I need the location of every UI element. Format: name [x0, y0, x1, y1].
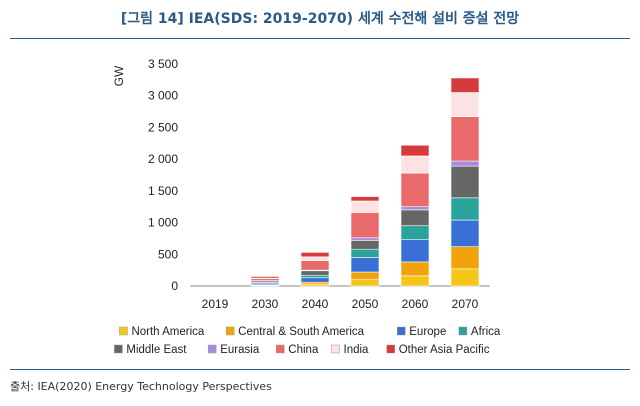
bar-segment-europe [300, 277, 330, 283]
bar-segment-india [300, 256, 330, 261]
bar-segment-india [400, 155, 430, 174]
legend-label-africa: Africa [471, 326, 501, 338]
legend-swatch-middle-east [114, 344, 123, 354]
bar-segment-central-south-america [350, 271, 380, 280]
x-tick-label: 2050 [352, 297, 379, 311]
y-tick-label: 2 000 [148, 152, 178, 166]
bar-segment-middle-east [450, 165, 480, 199]
bar-segment-eurasia [400, 206, 430, 211]
figure-title: [그림 14] IEA(SDS: 2019-2070) 세계 수전해 설비 증설… [120, 11, 520, 27]
bar-segment-other-asia-pacific [400, 144, 430, 157]
bar-segment-north-america [450, 268, 480, 287]
bar-segment-other-asia-pacific [350, 196, 380, 202]
legend-swatch-eurasia [207, 344, 217, 354]
legend-label-other-asia-pacific: Other Asia Pacific [399, 344, 490, 356]
y-tick-label: 0 [171, 279, 178, 293]
legend-label-india: India [344, 344, 370, 356]
x-tick-label: 2019 [202, 297, 229, 311]
bar-segment-middle-east [300, 270, 330, 276]
bar-segment-china [350, 212, 380, 239]
legend-label-eurasia: Eurasia [220, 344, 260, 356]
bar-segment-middle-east [400, 209, 430, 227]
stacked-bar-chart: GW 0 500 1 000 1 500 2 000 2 500 3 000 3 500 2019… [112, 57, 501, 356]
bar-segment-central-south-america [400, 261, 430, 277]
bar-segment-china [300, 260, 330, 271]
bar-segment-india [450, 92, 480, 117]
y-tick-label: 1 500 [148, 184, 178, 198]
source-note: 출처: IEA(2020) Energy Technology Perspect… [10, 380, 272, 393]
bar-segment-eurasia [450, 160, 480, 167]
bar-segment-north-america [400, 275, 430, 287]
x-tick-label: 2030 [252, 297, 279, 311]
x-tick-label: 2040 [302, 297, 329, 311]
bar-segment-europe [400, 239, 430, 263]
bar-segment-north-america [350, 279, 380, 287]
source-divider [10, 369, 630, 370]
bar-segment-other-asia-pacific [250, 276, 280, 279]
bar-segment-china [450, 116, 480, 162]
bar-segment-africa [400, 225, 430, 240]
y-tick-label: 3 500 [148, 57, 178, 71]
legend-label-central-south-america: Central & South America [238, 326, 365, 338]
bar-segment-india [350, 200, 380, 213]
bar-segment-middle-east [350, 240, 380, 250]
legend-label-china: China [288, 344, 319, 356]
bar-segment-other-asia-pacific [300, 252, 330, 258]
legend-label-middle-east: Middle East [126, 344, 187, 356]
bar-segment-europe [350, 257, 380, 273]
x-tick-label: 2060 [402, 297, 429, 311]
y-tick-label: 1 000 [148, 216, 178, 230]
legend-swatch-north-america [119, 326, 128, 336]
y-tick-label: 3 000 [148, 89, 178, 103]
title-divider [10, 38, 630, 39]
legend-swatch-china [276, 344, 285, 354]
bar-segment-africa [350, 248, 380, 258]
legend-swatch-europe [397, 326, 406, 336]
bar-segment-europe [450, 219, 480, 247]
legend-label-europe: Europe [409, 326, 446, 338]
bar-segment-eurasia [350, 237, 380, 241]
y-tick-label: 500 [158, 247, 178, 261]
y-axis-label: GW [112, 65, 126, 86]
bar-segment-africa [450, 197, 480, 221]
legend-swatch-central-south-america [225, 326, 235, 336]
x-tick-label: 2070 [452, 297, 479, 311]
legend-swatch-other-asia-pacific [386, 344, 395, 354]
legend-swatch-india [331, 344, 340, 354]
bar-segment-africa [300, 274, 330, 279]
bar-segment-central-south-america [450, 246, 480, 270]
bar-segment-other-asia-pacific [450, 77, 480, 93]
legend-swatch-africa [458, 326, 468, 336]
bar-segment-china [400, 172, 430, 208]
y-tick-label: 2 500 [148, 120, 178, 134]
legend-label-north-america: North America [131, 326, 204, 338]
